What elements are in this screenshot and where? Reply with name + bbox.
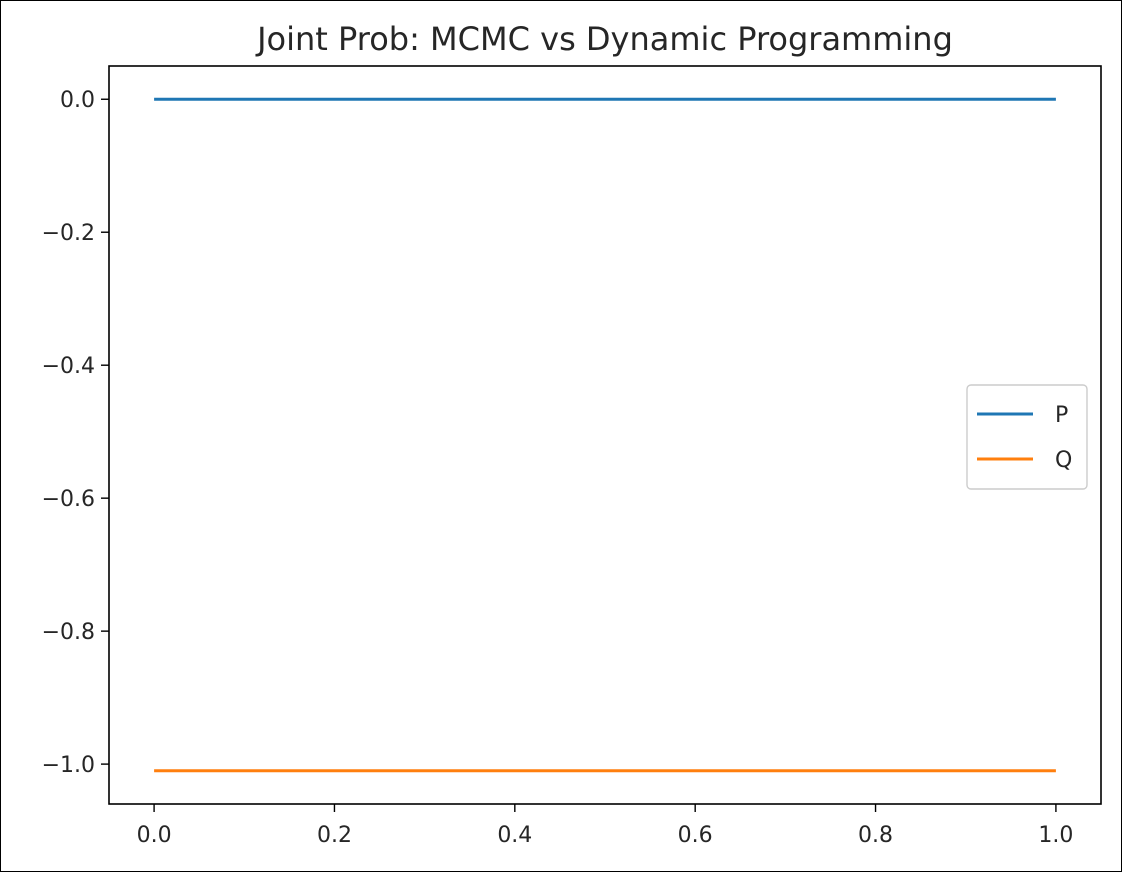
x-tick-label: 0.2 [317, 823, 352, 848]
y-tick-label: −0.8 [42, 620, 95, 645]
x-tick-label: 0.6 [678, 823, 713, 848]
x-tick-label: 0.4 [497, 823, 532, 848]
y-tick-label: −0.2 [42, 221, 95, 246]
x-tick-label: 0.8 [858, 823, 893, 848]
plot-area [108, 65, 1102, 805]
legend-box [966, 384, 1088, 490]
legend-label-p: P [1055, 403, 1068, 428]
series-layer [154, 97, 1056, 773]
x-axis: 0.0 0.2 0.4 0.6 0.8 1.0 [137, 804, 1073, 848]
chart-title: Joint Prob: MCMC vs Dynamic Programming [255, 20, 953, 58]
legend-label-q: Q [1055, 448, 1072, 473]
legend: PQ [966, 384, 1088, 490]
y-tick-label: 0.0 [60, 88, 95, 113]
y-tick-label: −0.4 [42, 354, 95, 379]
y-tick-label: −1.0 [42, 753, 95, 778]
x-tick-label: 1.0 [1038, 823, 1073, 848]
x-tick-label: 0.0 [137, 823, 172, 848]
y-axis: 0.0 −0.2 −0.4 −0.6 −0.8 −1.0 [42, 88, 109, 778]
y-tick-label: −0.6 [42, 487, 95, 512]
